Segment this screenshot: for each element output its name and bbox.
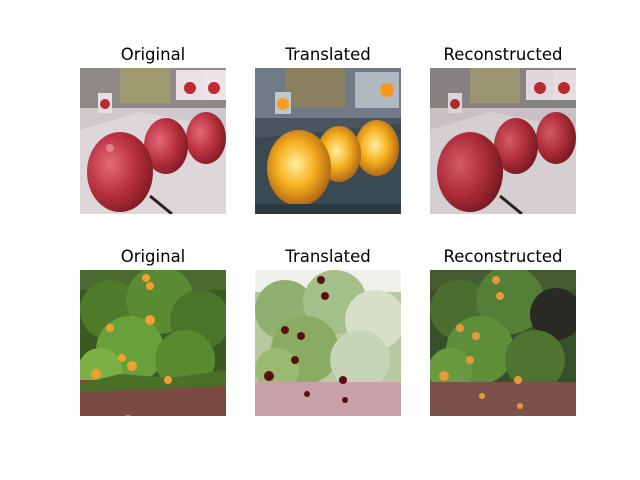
panel-title: Reconstructed [443,247,563,266]
orange-tree-original-image [80,270,226,416]
panel-title: Original [120,247,186,266]
panel-title: Reconstructed [443,45,563,64]
apples-reconstructed-image [430,68,576,214]
apples-original-image [80,68,226,214]
panel-title: Translated [285,45,371,64]
orange-tree-translated-image [255,270,401,416]
orange-tree-reconstructed-image [430,270,576,416]
apples-translated-image [255,68,401,214]
panel-title: Translated [285,247,371,266]
panel-title: Original [120,45,186,64]
